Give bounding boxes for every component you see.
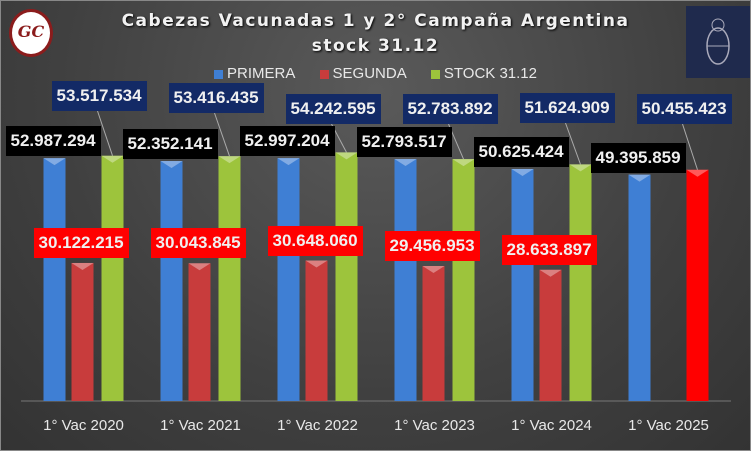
bar-primera (277, 158, 300, 401)
bar-primera (511, 168, 534, 401)
leader-line (565, 122, 581, 165)
bar-segunda (71, 262, 94, 401)
data-label: 52.352.141 (122, 129, 218, 160)
chart-subtitle: stock 31.12 (311, 36, 440, 56)
leader-line (682, 123, 698, 170)
bar-cap (569, 164, 592, 172)
x-tick-label: 1° Vac 2024 (511, 417, 592, 434)
bar-stock-31-12 (452, 159, 475, 401)
bar-primera (628, 174, 651, 401)
data-label: 30.122.215 (33, 227, 129, 258)
legend-swatch (319, 69, 329, 79)
bar-stock-31-12 (335, 152, 358, 401)
bar-cap (188, 263, 211, 271)
bar-cap (539, 269, 562, 277)
chart-title: Cabezas Vacunadas 1 y 2° Campaña Argenti… (121, 11, 630, 31)
data-label: 53.517.534 (51, 81, 147, 111)
data-label: 30.648.060 (267, 225, 363, 256)
bar-segunda (188, 263, 211, 401)
legend-label: PRIMERA (227, 65, 296, 82)
bar-stock-31-12 (218, 156, 241, 401)
bar-primera (160, 161, 183, 401)
legend-item-primera: PRIMERA (214, 65, 295, 82)
x-tick-label: 1° Vac 2020 (43, 417, 124, 434)
bar-cap (101, 155, 124, 163)
bar-cap (160, 161, 183, 169)
data-label: 54.242.595 (285, 94, 381, 124)
data-label: 52.997.204 (239, 126, 335, 157)
data-label: 29.456.953 (384, 230, 480, 261)
bar-cap (335, 152, 358, 160)
x-tick-label: 1° Vac 2023 (394, 417, 475, 434)
bar-cap (628, 174, 651, 182)
data-label: 28.633.897 (501, 234, 597, 265)
data-label: 52.783.892 (402, 94, 498, 124)
leader-line (214, 112, 230, 157)
bar-cap (43, 158, 66, 166)
x-tick-label: 1° Vac 2022 (277, 417, 358, 434)
data-label: 50.455.423 (636, 94, 732, 124)
legend: PRIMERA SEGUNDA STOCK 31.12 (1, 65, 750, 82)
legend-swatch (214, 69, 223, 79)
data-label: 49.395.859 (590, 142, 686, 173)
bar-primera (394, 159, 417, 401)
x-tick-label: 1° Vac 2025 (628, 417, 709, 434)
bar-cap (452, 159, 475, 167)
data-label: 52.987.294 (5, 126, 101, 157)
legend-item-stock: STOCK 31.12 (430, 65, 537, 82)
bar-cap (71, 262, 94, 270)
bar-stock-31-12 (569, 164, 592, 401)
data-label: 53.416.435 (168, 83, 264, 113)
legend-item-segunda: SEGUNDA (319, 65, 407, 82)
bar-cap (686, 169, 709, 177)
bar-cap (422, 265, 445, 273)
gc-logo: GC (9, 9, 53, 57)
bar-cap (305, 260, 328, 268)
bar-segunda (539, 269, 562, 401)
bar-cap (218, 156, 241, 164)
bar-segunda (305, 260, 328, 401)
legend-label: STOCK 31.12 (443, 65, 537, 82)
legend-label: SEGUNDA (332, 65, 407, 82)
argentina-coat-of-arms-logo (686, 6, 750, 78)
leader-line (97, 110, 113, 156)
bar-cap (511, 168, 534, 176)
x-tick-label: 1° Vac 2021 (160, 417, 241, 434)
bar-segunda (422, 265, 445, 401)
bar-stock-31-12 (101, 155, 124, 401)
bar-stock-31-12 (686, 169, 709, 401)
data-label: 52.793.517 (356, 127, 452, 158)
bar-cap (277, 158, 300, 166)
data-label: 51.624.909 (519, 93, 615, 123)
data-label: 30.043.845 (150, 228, 246, 259)
bar-primera (43, 158, 66, 401)
data-label: 50.625.424 (473, 136, 569, 167)
legend-swatch (430, 69, 440, 79)
bar-cap (394, 159, 417, 167)
